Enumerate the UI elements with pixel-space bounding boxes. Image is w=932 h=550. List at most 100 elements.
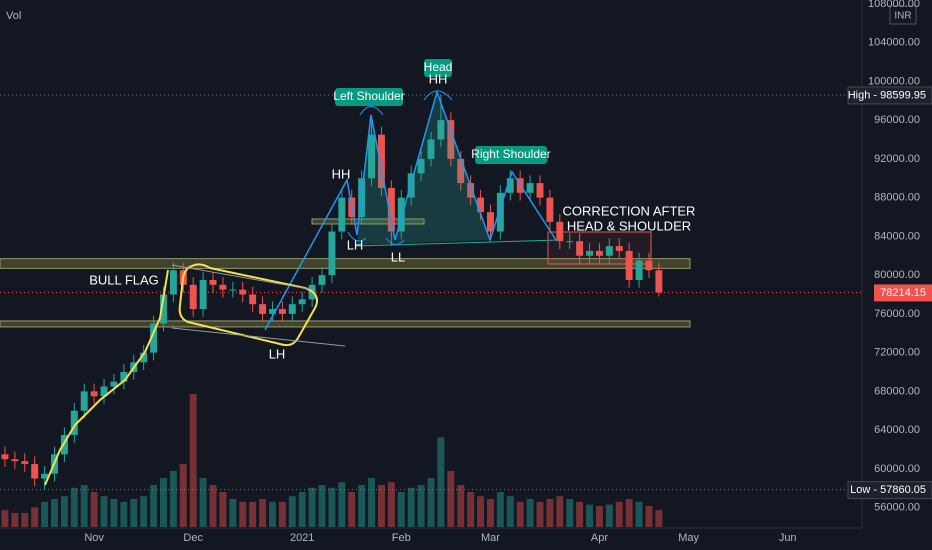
candle-body (467, 183, 475, 198)
volume-bar (576, 501, 584, 527)
x-tick-label: Feb (392, 532, 411, 544)
y-tick-label: 56000.00 (874, 502, 920, 514)
price-badge (847, 481, 932, 500)
candle-body (397, 197, 405, 232)
y-tick-label: 96000.00 (874, 114, 920, 126)
candle-body (298, 299, 306, 305)
candle-body (368, 134, 376, 179)
volume-bar (120, 501, 128, 527)
drawings (44, 89, 561, 486)
y-tick-label: 88000.00 (874, 192, 920, 204)
volume-bar (645, 506, 653, 527)
candle-body (21, 461, 29, 465)
candle-body (120, 372, 128, 382)
currency: INR (894, 11, 911, 22)
x-tick-label: Jun (779, 532, 797, 544)
volume-label: Vol (6, 10, 21, 22)
volume-bar (615, 501, 623, 527)
candle-body (387, 187, 395, 232)
candle-body (90, 391, 98, 397)
volume-bar (595, 506, 603, 527)
candle-body (615, 246, 623, 251)
tag-label: Left Shoulder (333, 89, 404, 103)
flag-loop (178, 263, 318, 347)
arc (347, 231, 367, 242)
candle-body (150, 323, 158, 353)
flag-line (171, 327, 346, 347)
y-tick-label: 104000.00 (868, 37, 920, 49)
volume-bar (556, 496, 564, 527)
candle-body (427, 139, 435, 159)
annotation: HH (429, 71, 448, 86)
candle-body (457, 158, 465, 184)
tag-box (335, 88, 403, 106)
candle-body (169, 270, 177, 295)
volume-bar (100, 496, 108, 527)
candle-body (328, 231, 336, 276)
candle-body (486, 212, 494, 232)
candle-body (80, 391, 88, 411)
annotation: HEAD & SHOULDER (567, 218, 691, 233)
volume-bar (546, 499, 554, 527)
y-tick-label: 100000.00 (868, 75, 920, 87)
y-tick-label: 72000.00 (874, 347, 920, 359)
candle-body (269, 309, 276, 314)
candle-body (209, 279, 217, 285)
volume-bar (358, 485, 366, 527)
volume-bar (655, 510, 663, 527)
volume-bar (586, 504, 593, 527)
candle-body (199, 279, 207, 310)
zone (311, 218, 425, 225)
x-tick-label: Nov (84, 532, 104, 544)
volume-bar (486, 499, 494, 527)
candle-body (110, 381, 118, 387)
candle-body (100, 386, 108, 397)
volume-bar (625, 499, 633, 527)
x-tick-label: Apr (591, 532, 608, 544)
volume-bar (199, 478, 207, 527)
y-tick-label: 92000.00 (874, 153, 920, 165)
annotation: LL (391, 249, 405, 264)
volume-bar (605, 504, 613, 527)
tag-box (424, 59, 452, 77)
candle-body (318, 275, 326, 285)
currency-box (889, 5, 917, 25)
volume-bar (427, 478, 435, 527)
volume-bar (259, 499, 267, 527)
price-badge (847, 86, 932, 105)
candle-body (546, 197, 554, 222)
volume-bar (477, 496, 485, 527)
trend-lines (264, 89, 557, 331)
volume-bar (239, 501, 247, 527)
price-badge-label: Low - 57860.05 (850, 484, 926, 496)
volume-bar (249, 501, 257, 527)
price-badge (874, 284, 932, 302)
y-tick-label: 68000.00 (874, 385, 920, 397)
x-tick-label: Dec (183, 532, 203, 544)
y-tick-label: 60000.00 (874, 463, 920, 475)
volume-bar (536, 501, 544, 527)
volume-bar (41, 501, 49, 527)
volume-bar (278, 501, 286, 527)
volume-bar (496, 492, 504, 527)
candle-body (160, 294, 167, 324)
annotation: BULL FLAG (89, 272, 159, 287)
candle-body (526, 183, 534, 193)
volume-bar (368, 478, 376, 527)
annotation: HH (332, 166, 351, 181)
candle-body (70, 410, 78, 435)
volume-bar (298, 492, 306, 527)
candle-body (605, 246, 613, 256)
volume-bar (288, 496, 296, 527)
candle-body (41, 473, 49, 479)
candle-body (625, 250, 633, 280)
candle-body (477, 197, 485, 213)
flagpole (44, 269, 169, 486)
candle-body (140, 352, 148, 363)
candle-body (31, 464, 39, 479)
volume-bar (219, 492, 227, 527)
volume-bar (348, 492, 356, 527)
volume-bar (447, 471, 455, 527)
candle-body (189, 284, 197, 310)
volume-bar (70, 487, 78, 527)
